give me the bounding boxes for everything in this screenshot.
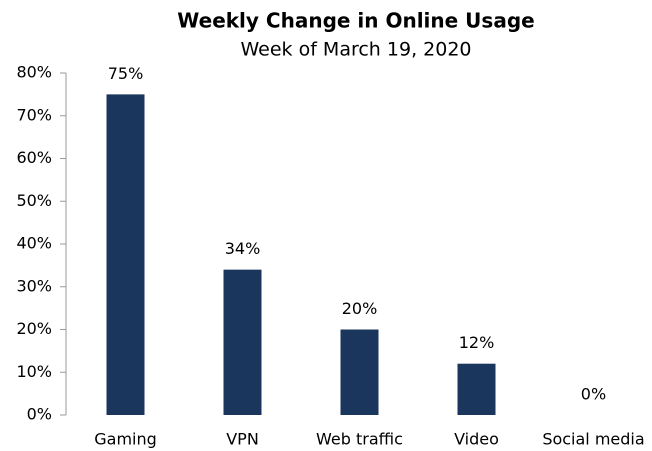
y-tick-label: 0% xyxy=(27,405,52,424)
data-label: 12% xyxy=(459,333,495,352)
y-tick-label: 30% xyxy=(16,276,52,295)
y-tick-label: 40% xyxy=(16,234,52,253)
y-tick-label: 70% xyxy=(16,105,52,124)
y-tick-label: 10% xyxy=(16,362,52,381)
x-tick-label: Social media xyxy=(542,430,644,449)
bar xyxy=(223,269,262,415)
chart-subtitle: Week of March 19, 2020 xyxy=(240,39,471,61)
data-label: 34% xyxy=(225,239,261,258)
x-tick-label: Gaming xyxy=(94,430,157,449)
chart-title: Weekly Change in Online Usage xyxy=(177,9,534,33)
data-label: 0% xyxy=(581,385,606,404)
y-tick-label: 20% xyxy=(16,319,52,338)
x-tick-label: Video xyxy=(454,430,499,449)
x-tick-label: VPN xyxy=(226,430,259,449)
y-tick-label: 60% xyxy=(16,148,52,167)
y-tick-label: 50% xyxy=(16,191,52,210)
x-tick-label: Web traffic xyxy=(316,430,403,449)
data-label: 20% xyxy=(342,299,378,318)
bar xyxy=(340,329,379,415)
data-label: 75% xyxy=(108,64,144,83)
bar xyxy=(106,94,145,415)
bar xyxy=(457,363,496,415)
y-tick-label: 80% xyxy=(16,63,52,82)
